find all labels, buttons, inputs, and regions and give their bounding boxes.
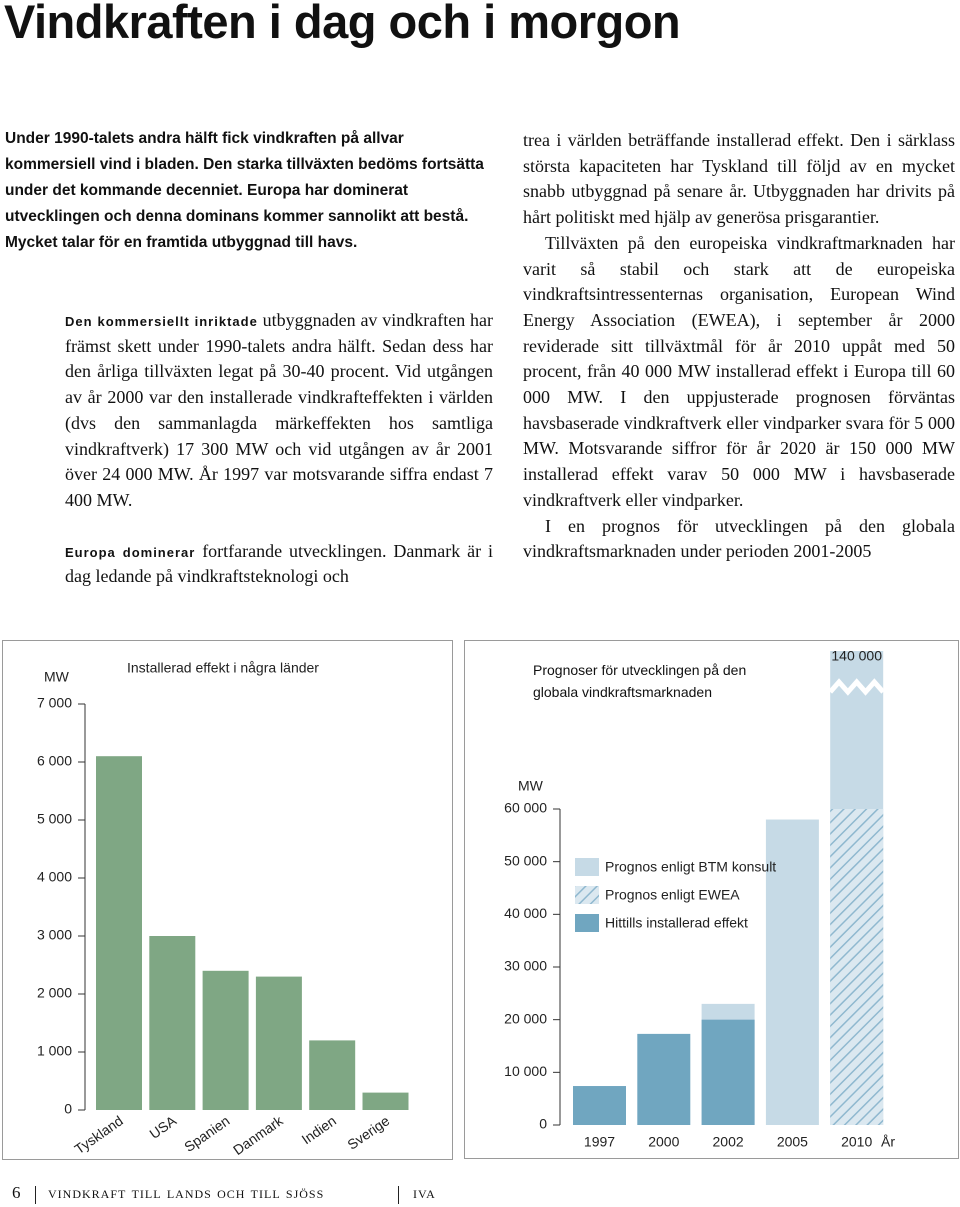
x-tick-label: 1997	[584, 1134, 615, 1150]
y-axis-label: MW	[44, 669, 70, 685]
bar	[362, 1092, 409, 1110]
x-tick-label: 2005	[777, 1134, 808, 1150]
right-column: trea i världen beträffande installerad e…	[523, 128, 955, 565]
page-title: Vindkraften i dag och i morgon	[4, 0, 681, 48]
chart-title: Installerad effekt i några länder	[127, 660, 319, 676]
bar	[765, 819, 819, 1125]
axis-break	[828, 678, 886, 696]
paragraph: trea i världen beträffande installerad e…	[523, 130, 955, 228]
x-tick-label: USA	[146, 1112, 179, 1142]
y-tick-label: 50 000	[504, 852, 547, 868]
bar	[830, 809, 884, 1125]
y-tick-label: 40 000	[504, 905, 547, 921]
x-axis-label: År	[881, 1134, 895, 1150]
paragraph-text: utbyggnaden av vindkraften har främst sk…	[65, 310, 494, 510]
chart-title: Prognoser för utvecklingen på den global…	[533, 662, 747, 700]
y-axis-label: MW	[518, 778, 544, 794]
y-tick-label: 2 000	[37, 985, 72, 1001]
paragraph-lead: Den kommersiellt inriktade	[65, 314, 258, 329]
y-tick-label: 6 000	[37, 753, 72, 769]
legend-swatch	[575, 858, 599, 876]
bar	[255, 976, 302, 1110]
x-tick-label: Spanien	[181, 1112, 232, 1155]
paragraph-text: fortfarande utvecklingen. Danmark är i d…	[65, 540, 493, 587]
x-tick-label: 2000	[648, 1134, 679, 1150]
paragraph: Tillväxten på den europeiska vindkraftma…	[523, 232, 955, 510]
y-tick-label: 7 000	[37, 695, 72, 711]
separator	[398, 1186, 399, 1204]
publisher: iva	[413, 1183, 436, 1202]
y-tick-label: 5 000	[37, 811, 72, 827]
legend-swatch	[575, 886, 599, 904]
y-tick-label: 60 000	[504, 800, 547, 816]
page-number: 6	[12, 1183, 22, 1202]
bar	[149, 936, 196, 1110]
bar	[202, 970, 249, 1110]
legend-label: Hittills installerad effekt	[605, 915, 748, 931]
chart-frame	[464, 640, 959, 1159]
bar	[701, 1019, 755, 1125]
bar	[637, 1033, 691, 1125]
bar	[573, 1086, 626, 1125]
running-title: vindkraft till lands och till sjöss	[48, 1183, 325, 1202]
x-tick-label: Sverige	[344, 1112, 392, 1152]
intro: Under 1990-talets andra hälft fick vindk…	[5, 130, 484, 251]
paragraph-lead: Europa dominerar	[65, 544, 196, 560]
y-tick-label: 4 000	[37, 869, 72, 885]
paragraph: Europa dominerar fortfarande utvecklinge…	[65, 539, 493, 590]
y-tick-label: 0	[539, 1116, 547, 1132]
legend-swatch	[575, 914, 599, 932]
x-tick-label: Tyskland	[71, 1112, 125, 1157]
bar	[96, 756, 142, 1110]
paragraph: Den kommersiellt inriktade utbyggnaden a…	[65, 308, 493, 514]
chart-frame	[2, 640, 453, 1160]
y-tick-label: 10 000	[504, 1063, 547, 1079]
x-tick-label: 2010	[841, 1134, 872, 1150]
value-label: 140 000	[831, 648, 882, 664]
x-tick-label: 2002	[713, 1134, 744, 1150]
y-tick-label: 3 000	[37, 927, 72, 943]
paragraph: I en prognos för utvecklingen på den glo…	[523, 515, 955, 562]
y-tick-label: 1 000	[37, 1043, 72, 1059]
separator	[35, 1186, 36, 1204]
left-column: Den kommersiellt inriktade utbyggnaden a…	[65, 308, 493, 590]
bar	[309, 1040, 356, 1110]
y-tick-label: 20 000	[504, 1010, 547, 1026]
x-tick-label: Danmark	[230, 1112, 287, 1158]
legend-label: Prognos enligt BTM konsult	[605, 859, 776, 875]
legend-label: Prognos enligt EWEA	[605, 887, 740, 903]
x-tick-label: Indien	[299, 1112, 339, 1147]
y-tick-label: 0	[64, 1101, 72, 1117]
y-tick-label: 30 000	[504, 958, 547, 974]
